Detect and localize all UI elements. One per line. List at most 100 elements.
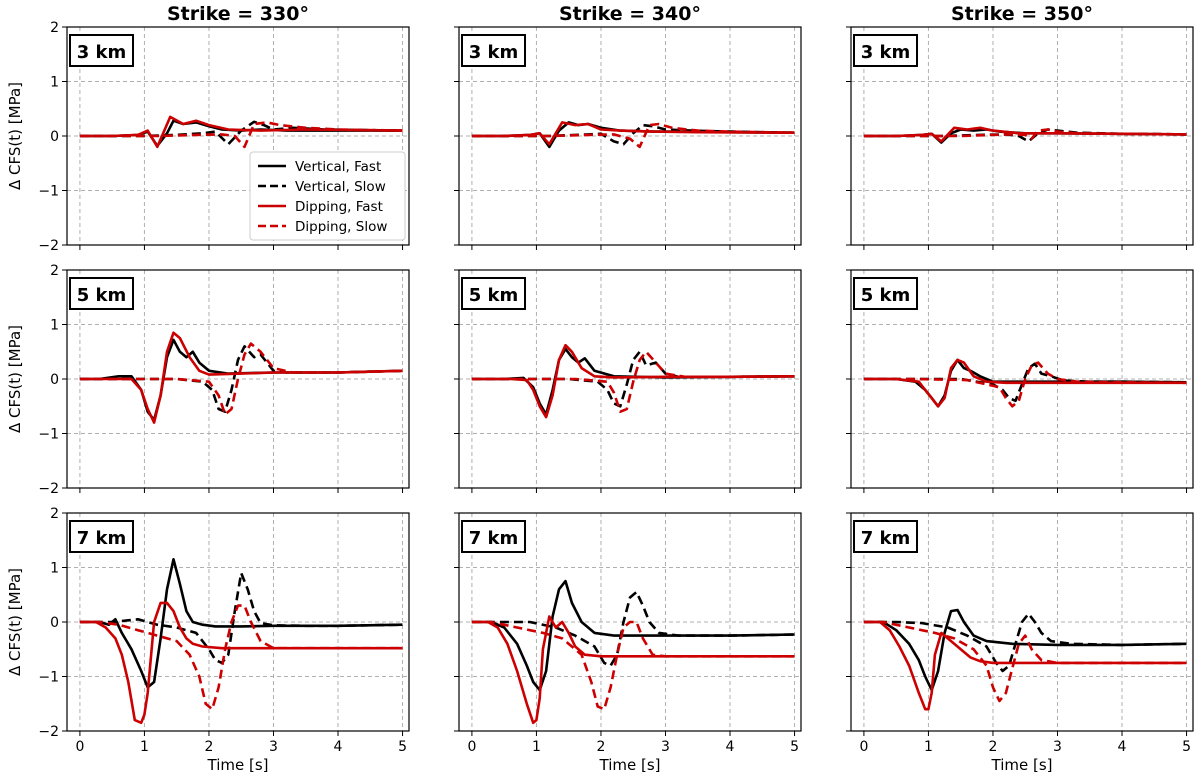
depth-label: 5 km xyxy=(77,285,127,306)
depth-label-box xyxy=(853,34,918,67)
y-axis-label: Δ CFS(t) [MPa] xyxy=(6,82,24,190)
y-tick-label: 0 xyxy=(50,372,59,388)
panel: 0 1 2 3 4 5 Time [s] 7 km xyxy=(454,512,802,774)
x-tick-label: 4 xyxy=(1118,739,1127,755)
x-tick-label: 3 xyxy=(661,739,670,755)
x-axis-label: Time [s] xyxy=(991,756,1053,774)
x-tick-label: 4 xyxy=(334,739,343,755)
depth-label: 5 km xyxy=(469,285,519,306)
legend-box xyxy=(249,151,406,241)
x-tick-label: 2 xyxy=(989,739,998,755)
series-line xyxy=(863,361,1187,408)
depth-label: 5 km xyxy=(861,285,911,306)
x-axis-label: Time [s] xyxy=(207,756,269,774)
y-axis-label: Δ CFS(t) [MPa] xyxy=(6,568,24,676)
x-tick-label: 3 xyxy=(269,739,278,755)
depth-label-box xyxy=(853,277,918,310)
series-line xyxy=(79,331,403,424)
panel: 5 km xyxy=(846,269,1194,493)
panel: −2 −1 0 1 2 Δ CFS(t) [MPa] 0 1 2 3 4 5 Time [s] 7 km xyxy=(6,506,410,774)
panel-frame xyxy=(66,26,410,246)
depth-label: 3 km xyxy=(77,42,127,63)
series-line xyxy=(863,128,1187,140)
y-tick-label: −1 xyxy=(38,427,59,443)
panel: 5 km xyxy=(454,269,802,493)
panel: −2 −1 0 1 2 Δ CFS(t) [MPa] 5 km xyxy=(6,263,410,497)
x-tick-label: 5 xyxy=(398,739,407,755)
depth-label: 3 km xyxy=(861,42,911,63)
depth-label-box xyxy=(461,34,526,67)
y-tick-label: −2 xyxy=(38,481,59,497)
x-tick-label: 4 xyxy=(726,739,735,755)
depth-label: 7 km xyxy=(77,528,127,549)
legend-entry: Dipping, Fast xyxy=(295,199,383,215)
panel-frame xyxy=(850,26,1194,246)
x-tick-label: 0 xyxy=(75,739,84,755)
column-title: Strike = 350° xyxy=(951,3,1093,25)
panel-frame xyxy=(66,512,410,732)
y-tick-label: 0 xyxy=(50,615,59,631)
series-line xyxy=(863,608,1187,692)
depth-label-box xyxy=(69,277,134,310)
column-title: Strike = 340° xyxy=(559,3,701,25)
panel: 3 km xyxy=(454,26,802,250)
series-line xyxy=(79,571,403,665)
legend-entry: Vertical, Fast xyxy=(295,159,381,175)
x-tick-label: 0 xyxy=(467,739,476,755)
depth-label-box xyxy=(853,520,918,553)
y-tick-label: 1 xyxy=(50,318,59,334)
panel-frame xyxy=(850,269,1194,489)
legend-entry: Dipping, Slow xyxy=(295,219,387,235)
y-tick-label: −1 xyxy=(38,184,59,200)
series-line xyxy=(471,590,795,667)
series-line xyxy=(863,620,1187,711)
x-tick-label: 2 xyxy=(597,739,606,755)
x-tick-label: 1 xyxy=(924,739,933,755)
x-tick-label: 3 xyxy=(1053,739,1062,755)
y-tick-label: −2 xyxy=(38,238,59,254)
series-line xyxy=(79,345,403,413)
x-tick-label: 2 xyxy=(205,739,214,755)
depth-label-box xyxy=(461,520,526,553)
y-tick-label: −2 xyxy=(38,724,59,740)
series-line xyxy=(471,615,795,725)
series-line xyxy=(471,343,795,419)
x-tick-label: 5 xyxy=(1182,739,1191,755)
panel-frame xyxy=(66,269,410,489)
depth-label: 7 km xyxy=(861,528,911,549)
series-line xyxy=(471,122,795,149)
panel-frame xyxy=(850,512,1194,732)
depth-label: 3 km xyxy=(469,42,519,63)
legend: Vertical, Fast Vertical, Slow Dipping, Fas… xyxy=(249,151,406,241)
series-line xyxy=(79,601,403,725)
panel-frame xyxy=(458,269,802,489)
y-tick-label: 2 xyxy=(50,20,59,36)
series-line xyxy=(863,620,1187,703)
series-line xyxy=(471,350,795,413)
panel-frame xyxy=(458,26,802,246)
y-tick-label: 2 xyxy=(50,506,59,522)
series-line xyxy=(79,121,403,149)
depth-label-box xyxy=(69,520,134,553)
y-tick-label: 1 xyxy=(50,75,59,91)
y-axis-label: Δ CFS(t) [MPa] xyxy=(6,325,24,433)
y-tick-label: 2 xyxy=(50,263,59,279)
legend-entry: Vertical, Slow xyxy=(295,179,386,195)
series-line xyxy=(79,119,403,148)
panel: 3 km xyxy=(846,26,1194,250)
y-tick-label: −1 xyxy=(38,670,59,686)
depth-label-box xyxy=(69,34,134,67)
panel: 0 1 2 3 4 5 Time [s] 7 km xyxy=(846,512,1194,774)
y-tick-label: 0 xyxy=(50,129,59,145)
y-tick-label: 1 xyxy=(50,561,59,577)
series-line xyxy=(863,358,1187,408)
series-line xyxy=(79,604,403,711)
x-tick-label: 0 xyxy=(859,739,868,755)
x-tick-label: 1 xyxy=(532,739,541,755)
series-line xyxy=(79,120,403,146)
series-line xyxy=(471,620,795,711)
column-title: Strike = 330° xyxy=(167,3,309,25)
depth-label: 7 km xyxy=(469,528,519,549)
